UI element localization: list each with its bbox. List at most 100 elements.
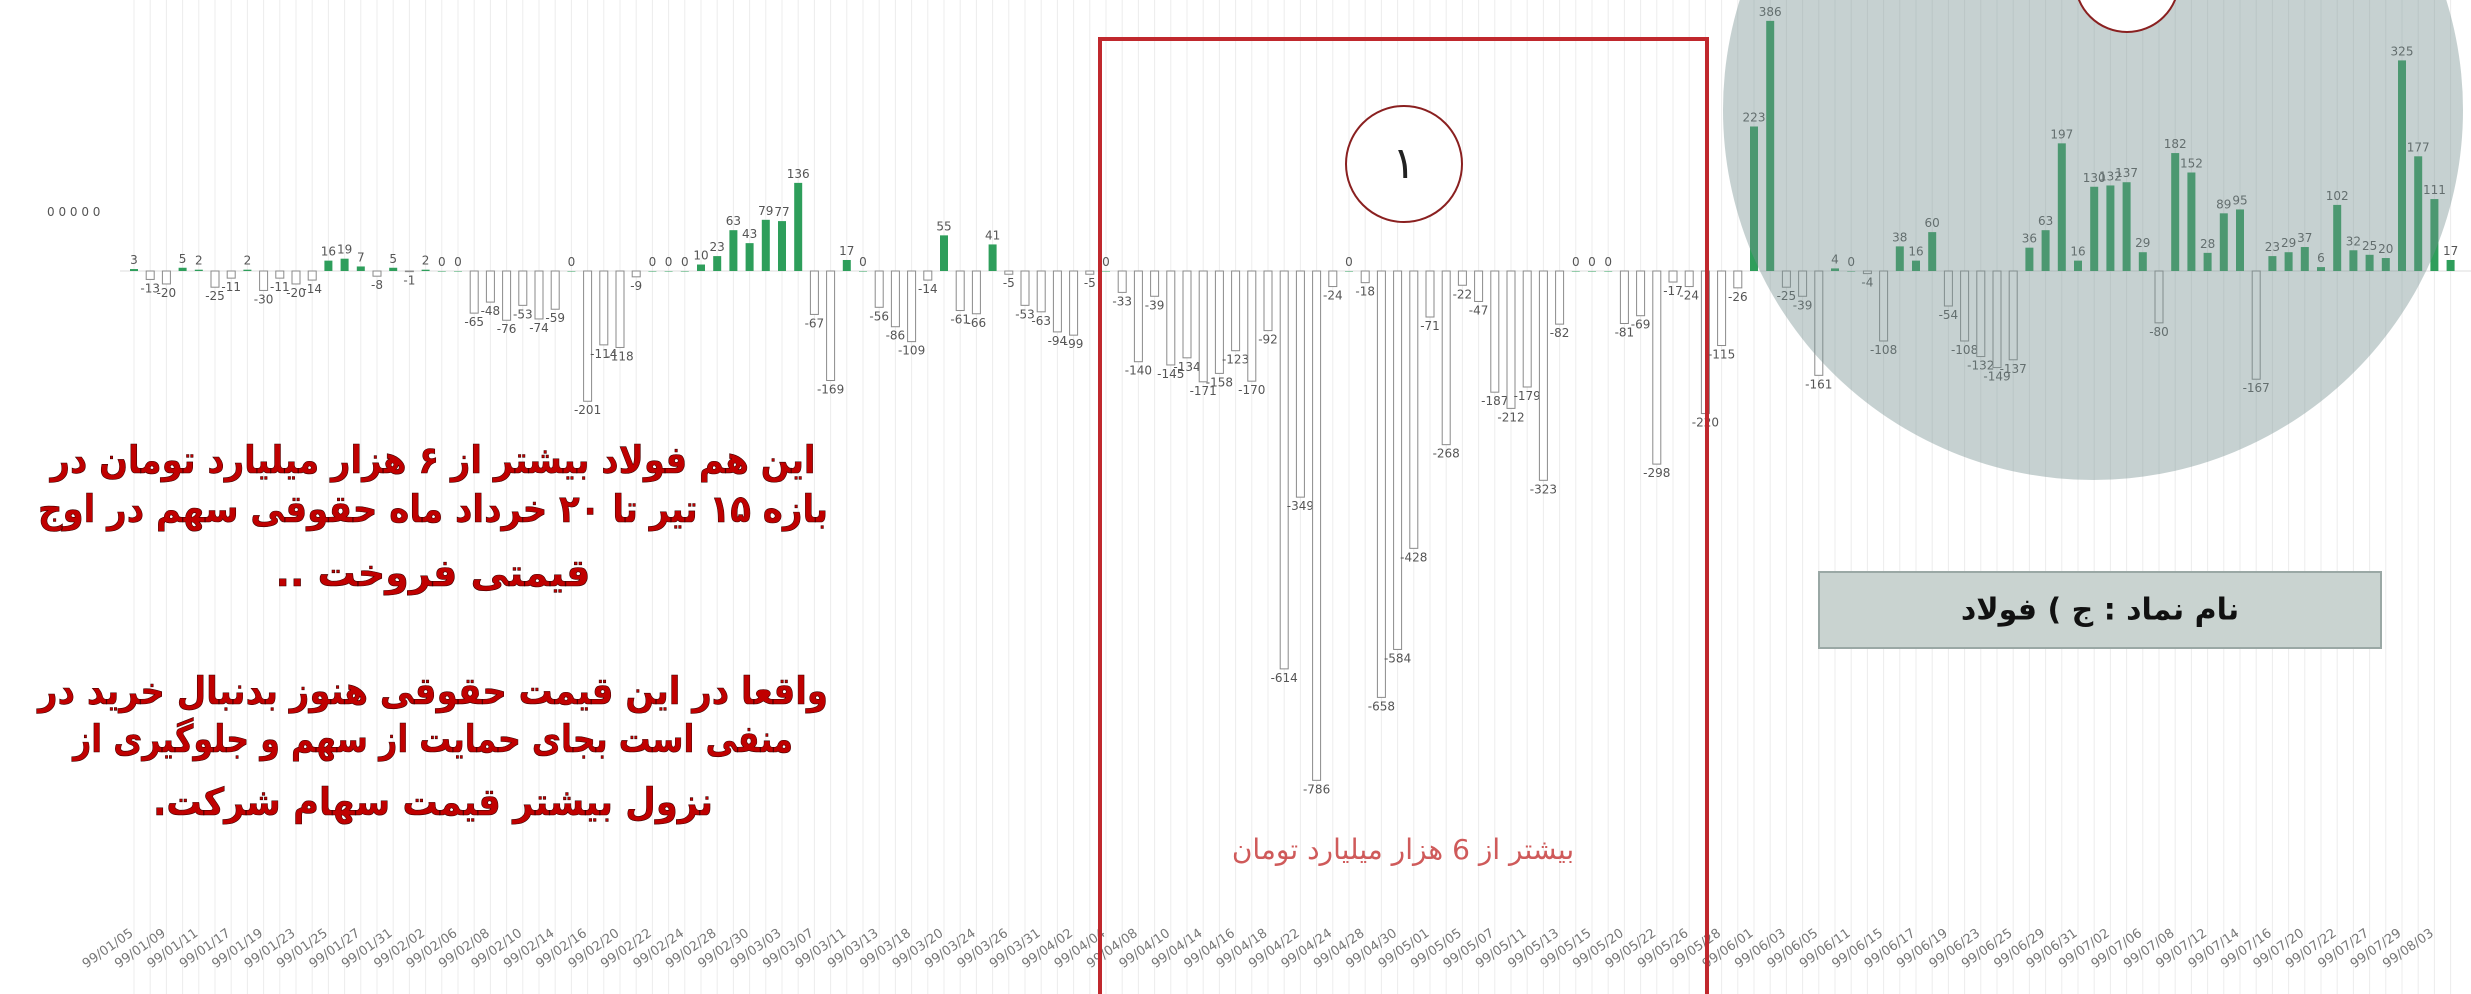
note-line: بازه ۱۵ تیر تا ۲۰ خرداد ماه حقوقی سهم در… (38, 487, 828, 532)
value-label: -108 (1870, 343, 1897, 357)
value-label: -67 (805, 316, 825, 330)
bar (955, 270, 965, 312)
value-label: -66 (967, 316, 987, 330)
bar (1604, 271, 1613, 272)
value-label: -33 (1112, 294, 1132, 308)
bar (2317, 267, 2325, 271)
value-label: 19 (337, 243, 352, 257)
value-label: -149 (1983, 370, 2010, 384)
highlight-box (1098, 37, 1709, 994)
value-label: 23 (2265, 240, 2280, 254)
value-label: -132 (1967, 359, 1994, 373)
value-label: -171 (1190, 384, 1217, 398)
bar (567, 271, 576, 272)
bar (697, 264, 705, 271)
bar (1231, 270, 1241, 352)
value-label: -30 (254, 292, 274, 306)
value-label: -137 (2000, 362, 2027, 376)
value-label: -22 (1453, 287, 1473, 301)
value-label: 32 (2346, 234, 2361, 248)
bar (615, 270, 625, 348)
value-label: -81 (1615, 325, 1635, 339)
bar (194, 269, 203, 271)
bar (2187, 172, 2196, 271)
bar (2041, 230, 2050, 271)
bar (1619, 270, 1629, 324)
bar (745, 243, 754, 271)
value-label: 223 (1743, 110, 1766, 124)
value-label: 0 (1588, 255, 1596, 269)
value-label: -114 (590, 347, 617, 361)
bar (988, 244, 997, 271)
bar (502, 270, 512, 321)
bar (2057, 143, 2066, 271)
value-label: -76 (497, 322, 517, 336)
value-label: -63 (1031, 314, 1051, 328)
value-label: -59 (545, 311, 565, 325)
bar (1522, 270, 1532, 388)
value-label: 5 (389, 252, 397, 266)
value-label: 5 (179, 252, 187, 266)
bar (1474, 270, 1484, 302)
value-label: 152 (2180, 157, 2203, 171)
value-label: -86 (886, 329, 906, 343)
bar (2203, 252, 2212, 271)
marker-text: ۱ (1392, 138, 1416, 189)
value-label: 79 (758, 204, 773, 218)
bar (243, 269, 252, 271)
value-label: -65 (464, 315, 484, 329)
bar (1733, 270, 1743, 289)
bar (226, 270, 236, 279)
value-label: 0 (1604, 255, 1612, 269)
value-label: 7 (357, 250, 365, 264)
bar (940, 235, 948, 271)
bar (1198, 270, 1208, 383)
value-label: 137 (2115, 166, 2138, 180)
value-label: 386 (1759, 5, 1782, 19)
value-label: -11 (270, 280, 290, 294)
value-label: -61 (950, 313, 970, 327)
bar (2381, 258, 2390, 271)
bar (1020, 270, 1030, 306)
value-label: 0 (568, 255, 576, 269)
value-label: -26 (1728, 290, 1748, 304)
value-label: 4 (1831, 252, 1839, 266)
note: این هم فولاد بیشتر از ۶ هزار میلیارد توم… (36, 438, 828, 826)
value-label: -158 (1206, 375, 1233, 389)
value-label: -179 (1514, 389, 1541, 403)
value-label: -18 (1355, 285, 1375, 299)
value-label: 10 (693, 249, 708, 263)
bar (2333, 204, 2342, 271)
bar (534, 270, 544, 320)
value-label: 60 (1925, 216, 1940, 230)
bar (145, 270, 155, 280)
bar (794, 182, 803, 271)
bar (1393, 270, 1403, 650)
bar (1750, 126, 1758, 271)
value-label: -20 (286, 286, 306, 300)
value-label: -14 (302, 282, 322, 296)
bar (664, 271, 673, 272)
bar (923, 270, 933, 281)
bar (404, 270, 414, 273)
value-label: 0 (1102, 255, 1110, 269)
value-label: 0 (681, 255, 689, 269)
value-label: -212 (1497, 410, 1524, 424)
bar (1036, 270, 1046, 313)
bar (1814, 270, 1824, 376)
bar (1345, 271, 1353, 272)
bar (1166, 270, 1176, 366)
value-label: 0 (665, 255, 673, 269)
value-label: -123 (1222, 353, 1249, 367)
value-label: -11 (221, 280, 241, 294)
bar (437, 271, 446, 272)
highlight-circle (1723, 0, 2463, 480)
value-label: -53 (1015, 307, 1035, 321)
value-label: 0 (1847, 255, 1855, 269)
value-label: -25 (1777, 289, 1797, 303)
bar (161, 270, 171, 285)
value-label: -5 (1003, 276, 1015, 290)
marker-circle (1345, 105, 1463, 223)
value-label: 29 (2135, 236, 2150, 250)
